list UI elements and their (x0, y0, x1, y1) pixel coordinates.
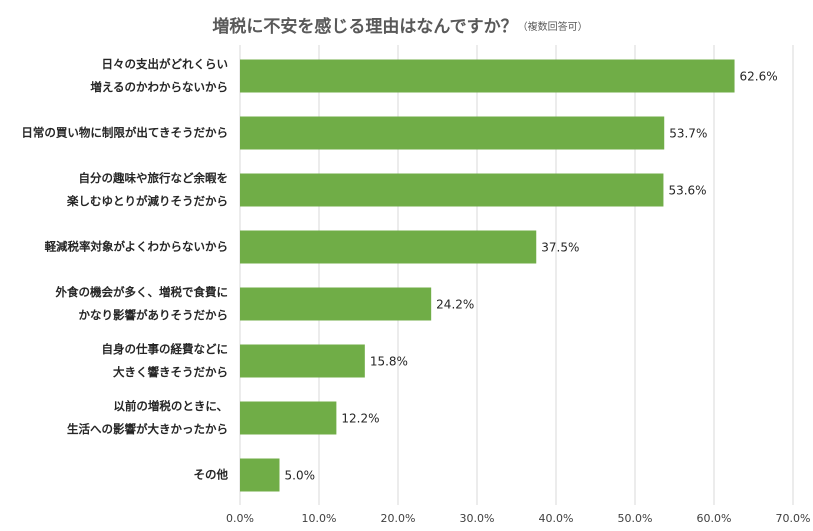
x-tick-label: 60.0% (697, 512, 732, 525)
x-tick-label: 30.0% (460, 512, 495, 525)
y-tick-label: 外食の機会が多く、増税で食費に かなり影響がありそうだから (55, 285, 229, 322)
x-tick-label: 0.0% (226, 512, 254, 525)
chart-subtitle: （複数回答可） (518, 20, 588, 33)
bar (240, 116, 665, 150)
y-tick-label: その他 (193, 467, 229, 482)
bar (240, 173, 664, 207)
y-tick-label: 以前の増税のときに、 生活への影響が大きかったから (67, 399, 228, 436)
bar (240, 344, 365, 378)
y-tick-label: 日常の買い物に制限が出てきそうだから (21, 125, 228, 140)
value-label: 5.0% (285, 469, 316, 483)
y-tick-label: 自分の趣味や旅行など余暇を 楽しむゆとりが減りそうだから (67, 171, 228, 208)
value-label: 37.5% (541, 241, 579, 255)
x-tick-label: 70.0% (776, 512, 811, 525)
bar (240, 230, 537, 264)
x-tick-label: 10.0% (302, 512, 337, 525)
value-label: 12.2% (341, 412, 379, 426)
x-tick-label: 50.0% (618, 512, 653, 525)
bar (240, 59, 735, 93)
chart-title-group: 増税に不安を感じる理由はなんですか？（複数回答可） (212, 16, 587, 37)
value-label: 53.6% (668, 184, 706, 198)
bar (240, 401, 337, 435)
y-tick-label: 日々の支出がどれくらい 増えるのかわからないから (90, 57, 228, 94)
value-label: 53.7% (669, 127, 707, 141)
bar (240, 458, 280, 492)
y-tick-label: 自身の仕事の経費などに 大きく響きそうだから (101, 342, 229, 379)
y-tick-label: 軽減税率対象がよくわからないから (44, 239, 228, 254)
x-tick-label: 20.0% (381, 512, 416, 525)
value-label: 62.6% (740, 70, 778, 84)
value-label: 15.8% (370, 355, 408, 369)
x-tick-label: 40.0% (539, 512, 574, 525)
value-label: 24.2% (436, 298, 474, 312)
chart-title: 増税に不安を感じる理由はなんですか？ (212, 16, 517, 37)
bar (240, 287, 432, 321)
